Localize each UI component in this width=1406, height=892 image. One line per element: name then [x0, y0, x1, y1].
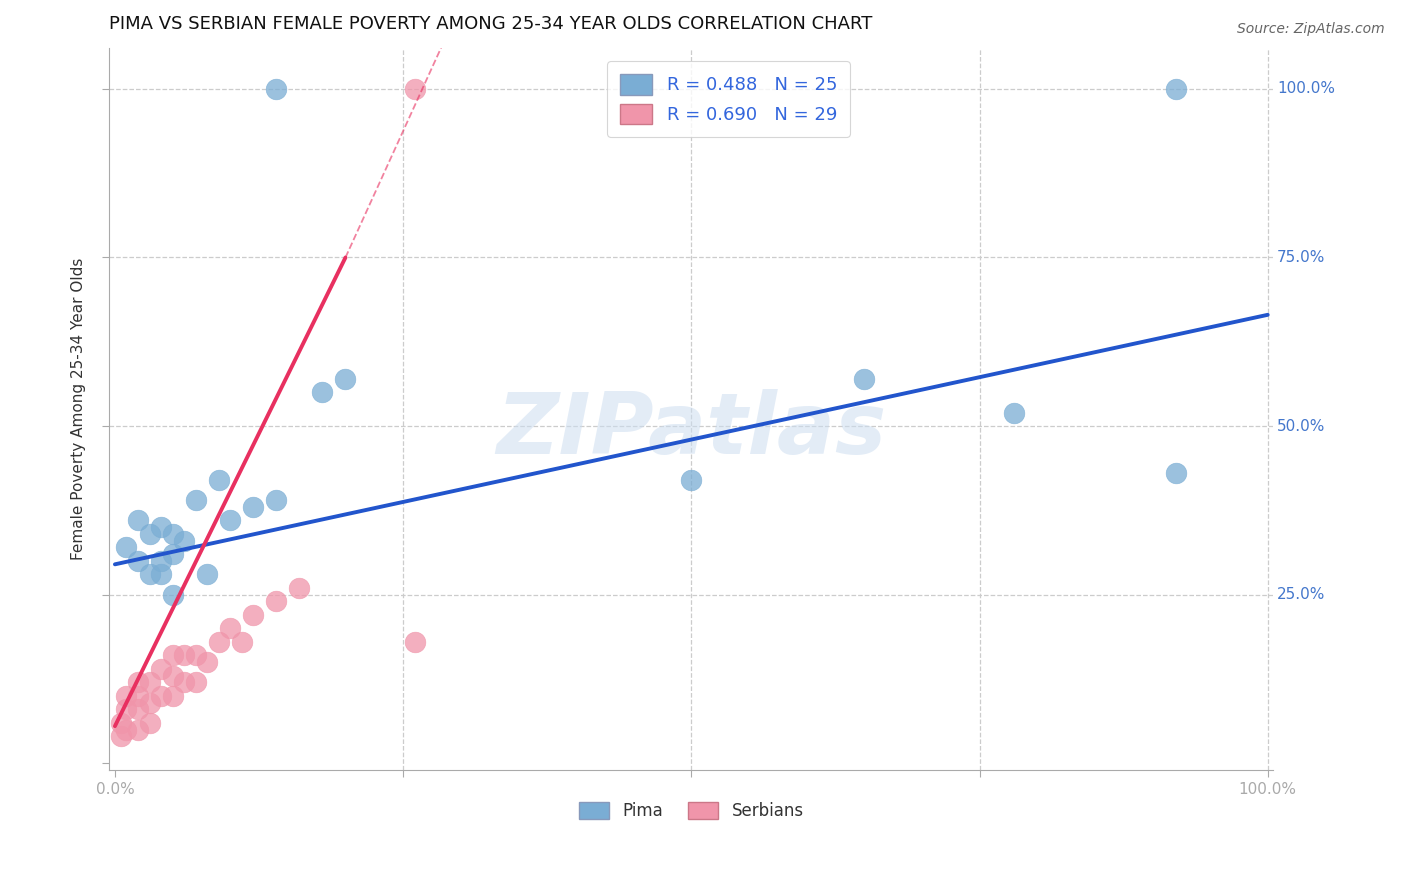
Point [1164, 467, 1187, 481]
Point [404, 635, 426, 649]
Point [127, 689, 149, 703]
Point [138, 675, 160, 690]
Point [219, 621, 242, 635]
Point [242, 607, 264, 622]
Point [681, 473, 703, 487]
Point [162, 689, 184, 703]
Text: Source: ZipAtlas.com: Source: ZipAtlas.com [1237, 22, 1385, 37]
Point [162, 648, 184, 663]
Text: 100.0%: 100.0% [1277, 81, 1334, 96]
Point [115, 541, 138, 555]
Point [162, 547, 184, 561]
Point [127, 702, 149, 716]
Point [173, 675, 195, 690]
Point [184, 493, 207, 508]
Point [150, 689, 173, 703]
Point [219, 514, 242, 528]
Text: ZIPatlas: ZIPatlas [496, 390, 886, 473]
Text: 25.0%: 25.0% [1277, 587, 1326, 602]
Point [115, 702, 138, 716]
Text: PIMA VS SERBIAN FEMALE POVERTY AMONG 25-34 YEAR OLDS CORRELATION CHART: PIMA VS SERBIAN FEMALE POVERTY AMONG 25-… [110, 15, 873, 33]
Point [127, 675, 149, 690]
Text: 50.0%: 50.0% [1277, 418, 1326, 434]
Point [335, 372, 357, 386]
Point [127, 554, 149, 568]
Point [266, 493, 288, 508]
Point [150, 554, 173, 568]
Point [173, 533, 195, 548]
Point [288, 581, 311, 595]
Point [266, 82, 288, 96]
Point [173, 648, 195, 663]
Point [138, 567, 160, 582]
Point [162, 527, 184, 541]
Point [115, 689, 138, 703]
Point [138, 696, 160, 710]
Point [242, 500, 264, 514]
Point [1002, 406, 1025, 420]
Point [195, 655, 218, 669]
Point [138, 527, 160, 541]
Point [138, 715, 160, 730]
Point [1164, 82, 1187, 96]
Point [266, 594, 288, 608]
Point [231, 635, 253, 649]
Point [110, 715, 132, 730]
Point [208, 635, 231, 649]
Point [184, 675, 207, 690]
Point [115, 723, 138, 737]
Point [150, 567, 173, 582]
Point [150, 520, 173, 534]
Point [127, 514, 149, 528]
Point [195, 567, 218, 582]
Y-axis label: Female Poverty Among 25-34 Year Olds: Female Poverty Among 25-34 Year Olds [72, 258, 86, 560]
Point [184, 648, 207, 663]
Point [150, 662, 173, 676]
Point [162, 668, 184, 682]
Point [311, 385, 333, 400]
Text: 75.0%: 75.0% [1277, 250, 1326, 265]
Point [110, 729, 132, 743]
Point [853, 372, 876, 386]
Point [404, 82, 426, 96]
Point [208, 473, 231, 487]
Legend: Pima, Serbians: Pima, Serbians [572, 795, 810, 827]
Point [127, 723, 149, 737]
Point [162, 588, 184, 602]
